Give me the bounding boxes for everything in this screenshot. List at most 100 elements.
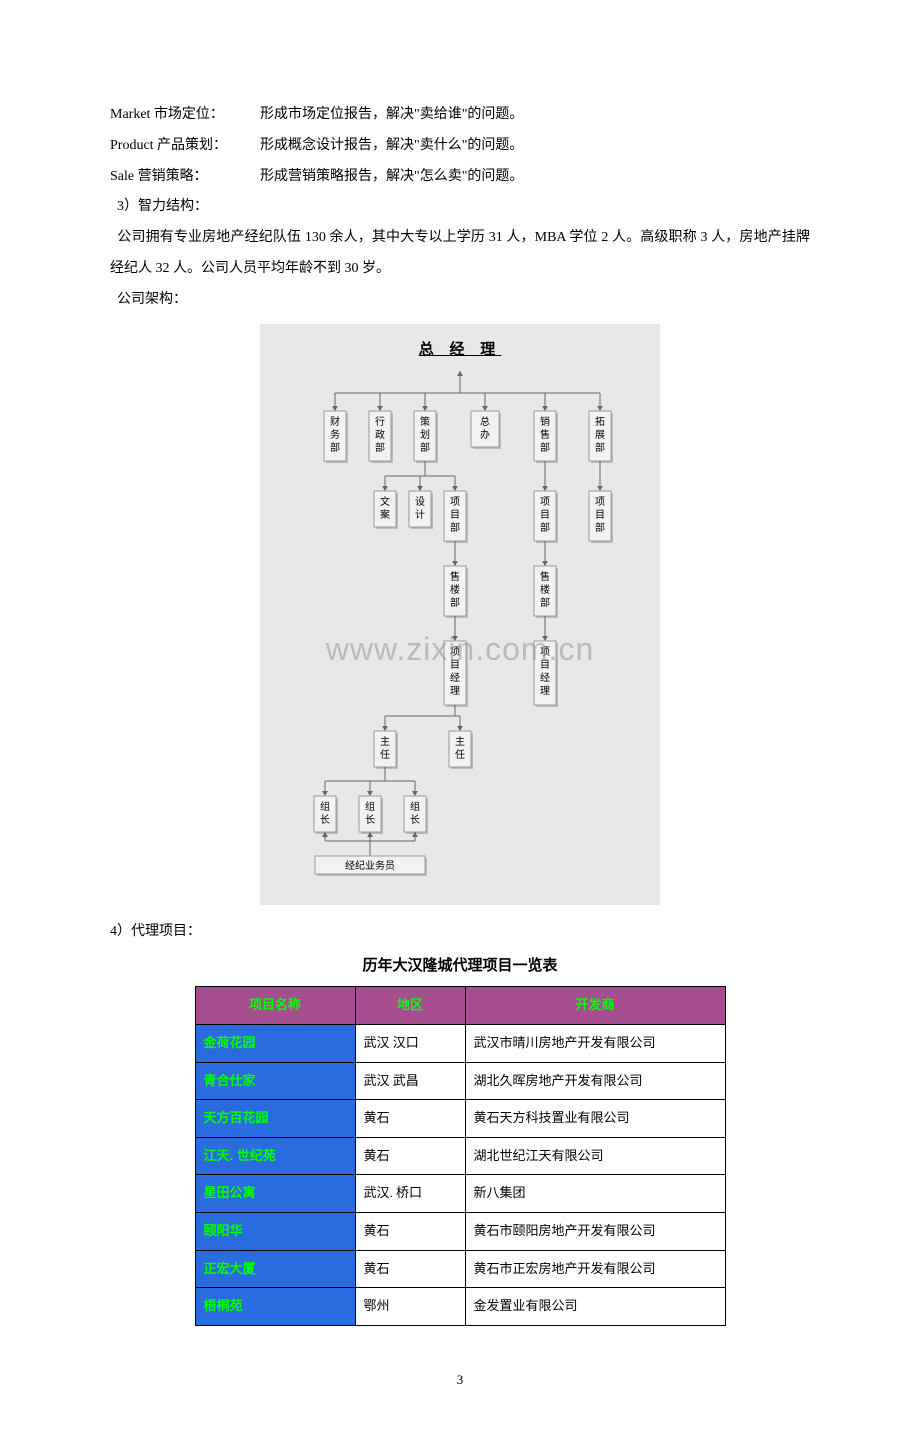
- table-row: 正宏大厦黄石黄石市正宏房地产开发有限公司: [195, 1250, 725, 1288]
- cell-region: 武汉. 桥口: [355, 1175, 465, 1213]
- org-label: 公司架构：: [110, 285, 810, 316]
- table-row: 梧桐苑鄂州金发置业有限公司: [195, 1288, 725, 1326]
- svg-text:策: 策: [420, 415, 430, 428]
- def-label: Market 市场定位：: [110, 100, 260, 131]
- svg-text:划: 划: [420, 428, 430, 441]
- def-label: Sale 营销策略：: [110, 162, 260, 193]
- svg-text:销: 销: [540, 415, 550, 428]
- svg-text:文: 文: [380, 495, 390, 508]
- svg-text:长: 长: [320, 814, 330, 826]
- svg-text:项: 项: [595, 496, 605, 508]
- def-desc: 形成营销策略报告，解决"怎么卖"的问题。: [260, 162, 810, 193]
- cell-region: 鄂州: [355, 1288, 465, 1326]
- cell-developer: 湖北世纪江天有限公司: [465, 1137, 725, 1175]
- svg-text:任: 任: [380, 748, 390, 761]
- svg-text:总: 总: [480, 415, 490, 428]
- projects-table: 项目名称 地区 开发商 金荷花园武汉 汉口武汉市晴川房地产开发有限公司青合仕家武…: [195, 986, 726, 1325]
- section4-heading: 4）代理项目：: [110, 917, 810, 948]
- table-row: 金荷花园武汉 汉口武汉市晴川房地产开发有限公司: [195, 1024, 725, 1062]
- svg-text:理: 理: [540, 685, 550, 697]
- svg-text:行: 行: [375, 415, 385, 428]
- svg-text:项: 项: [450, 496, 460, 508]
- table-row: 天方百花园黄石黄石天方科技置业有限公司: [195, 1100, 725, 1138]
- svg-text:设: 设: [415, 496, 425, 508]
- cell-region: 黄石: [355, 1137, 465, 1175]
- cell-region: 黄石: [355, 1212, 465, 1250]
- org-chart: 总 经 理 www.zixin.com.cn 财务部行政部策划部总办销售部拓展部…: [260, 324, 660, 905]
- svg-text:经: 经: [450, 671, 460, 684]
- cell-developer: 黄石天方科技置业有限公司: [465, 1100, 725, 1138]
- svg-text:办: 办: [480, 428, 490, 441]
- cell-developer: 湖北久晖房地产开发有限公司: [465, 1062, 725, 1100]
- svg-text:任: 任: [455, 748, 465, 761]
- svg-text:案: 案: [380, 508, 390, 521]
- svg-text:项: 项: [450, 646, 460, 658]
- svg-text:政: 政: [375, 428, 385, 441]
- cell-region: 武汉 武昌: [355, 1062, 465, 1100]
- cell-developer: 金发置业有限公司: [465, 1288, 725, 1326]
- definitions-block: Market 市场定位： 形成市场定位报告，解决"卖给谁"的问题。 Produc…: [110, 100, 810, 192]
- svg-text:务: 务: [330, 428, 340, 441]
- org-chart-svg: 财务部行政部策划部总办销售部拓展部文案设计项目部项目部项目部售楼部售楼部项目经理…: [270, 371, 650, 891]
- cell-region: 武汉 汉口: [355, 1024, 465, 1062]
- cell-developer: 武汉市晴川房地产开发有限公司: [465, 1024, 725, 1062]
- cell-developer: 黄石市颐阳房地产开发有限公司: [465, 1212, 725, 1250]
- def-row: Market 市场定位： 形成市场定位报告，解决"卖给谁"的问题。: [110, 100, 810, 131]
- projects-table-head: 项目名称 地区 开发商: [195, 987, 725, 1025]
- cell-project-name: 天方百花园: [195, 1100, 355, 1138]
- svg-text:目: 目: [595, 510, 605, 521]
- svg-text:项: 项: [540, 496, 550, 508]
- svg-text:长: 长: [365, 814, 375, 826]
- def-row: Sale 营销策略： 形成营销策略报告，解决"怎么卖"的问题。: [110, 162, 810, 193]
- section3-body: 公司拥有专业房地产经纪队伍 130 余人，其中大专以上学历 31 人，MBA 学…: [110, 223, 810, 285]
- page-number: 3: [110, 1366, 810, 1395]
- cell-project-name: 江天. 世纪苑: [195, 1137, 355, 1175]
- svg-text:目: 目: [450, 660, 460, 671]
- svg-text:计: 计: [415, 508, 425, 521]
- cell-developer: 黄石市正宏房地产开发有限公司: [465, 1250, 725, 1288]
- svg-text:售: 售: [450, 570, 460, 583]
- svg-text:组: 组: [410, 800, 420, 813]
- cell-project-name: 颐阳华: [195, 1212, 355, 1250]
- table-row: 星田公寓武汉. 桥口新八集团: [195, 1175, 725, 1213]
- svg-text:部: 部: [595, 521, 605, 534]
- def-desc: 形成市场定位报告，解决"卖给谁"的问题。: [260, 100, 810, 131]
- svg-text:部: 部: [540, 521, 550, 534]
- svg-text:拓: 拓: [595, 416, 605, 428]
- svg-text:楼: 楼: [450, 583, 460, 596]
- svg-text:部: 部: [450, 596, 460, 609]
- svg-text:部: 部: [375, 441, 385, 454]
- col-project-name: 项目名称: [195, 987, 355, 1025]
- def-label: Product 产品策划：: [110, 131, 260, 162]
- cell-region: 黄石: [355, 1250, 465, 1288]
- svg-text:目: 目: [450, 510, 460, 521]
- cell-project-name: 正宏大厦: [195, 1250, 355, 1288]
- org-chart-title: 总 经 理: [270, 334, 650, 367]
- svg-text:展: 展: [595, 429, 605, 441]
- col-region: 地区: [355, 987, 465, 1025]
- table-row: 青合仕家武汉 武昌湖北久晖房地产开发有限公司: [195, 1062, 725, 1100]
- section3-heading: 3）智力结构：: [110, 192, 810, 223]
- svg-text:楼: 楼: [540, 583, 550, 596]
- svg-text:部: 部: [450, 521, 460, 534]
- svg-text:财: 财: [330, 415, 340, 428]
- table-row: 颐阳华黄石黄石市颐阳房地产开发有限公司: [195, 1212, 725, 1250]
- svg-text:经: 经: [540, 671, 550, 684]
- cell-project-name: 梧桐苑: [195, 1288, 355, 1326]
- svg-text:部: 部: [540, 596, 550, 609]
- svg-text:组: 组: [320, 800, 330, 813]
- def-row: Product 产品策划： 形成概念设计报告，解决"卖什么"的问题。: [110, 131, 810, 162]
- svg-text:部: 部: [540, 441, 550, 454]
- svg-text:部: 部: [420, 441, 430, 454]
- svg-text:项: 项: [540, 646, 550, 658]
- svg-text:理: 理: [450, 685, 460, 697]
- svg-text:部: 部: [330, 441, 340, 454]
- def-desc: 形成概念设计报告，解决"卖什么"的问题。: [260, 131, 810, 162]
- svg-text:长: 长: [410, 814, 420, 826]
- cell-project-name: 青合仕家: [195, 1062, 355, 1100]
- cell-project-name: 星田公寓: [195, 1175, 355, 1213]
- svg-text:经纪业务员: 经纪业务员: [345, 859, 395, 872]
- svg-text:目: 目: [540, 660, 550, 671]
- svg-text:售: 售: [540, 428, 550, 441]
- cell-project-name: 金荷花园: [195, 1024, 355, 1062]
